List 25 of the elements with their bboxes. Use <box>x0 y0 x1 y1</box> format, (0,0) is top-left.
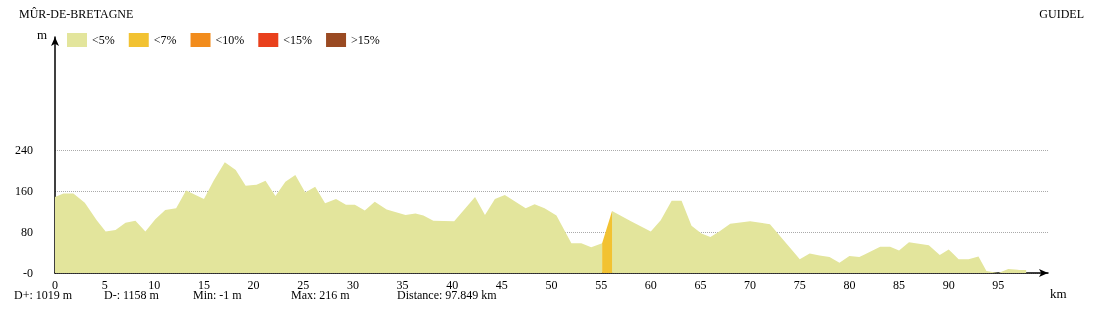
x-tick-label: 75 <box>793 278 806 292</box>
legend-label: <15% <box>283 33 313 47</box>
text: GUIDEL <box>1039 7 1084 21</box>
y-tick-label: -0 <box>23 266 33 280</box>
legend-label: <5% <box>92 33 115 47</box>
x-tick-label: 60 <box>644 278 657 292</box>
y-tick-label: 160 <box>15 183 33 198</box>
legend-label: >15% <box>351 33 380 47</box>
y-axis-title: m <box>36 27 47 42</box>
y-tick-label: 240 <box>15 142 33 157</box>
x-tick-label: 55 <box>595 278 608 292</box>
chart-title: MÛR-DE-BRETAGNE <box>19 7 134 21</box>
x-tick-label: 70 <box>744 278 757 292</box>
x-tick-label: 90 <box>942 278 955 292</box>
x-tick-label: 85 <box>893 278 906 292</box>
legend-label: <10% <box>215 33 245 47</box>
x-axis-title: km <box>1050 286 1067 301</box>
x-tick-label: 45 <box>495 278 508 292</box>
x-tick-label: 95 <box>992 278 1005 292</box>
legend-label: <7% <box>153 33 177 47</box>
x-tick-label: 65 <box>694 278 707 292</box>
y-tick-label: 80 <box>21 224 33 239</box>
x-tick-label: 50 <box>545 278 558 292</box>
x-tick-label: 80 <box>843 278 856 292</box>
x-tick-label: 20 <box>247 278 260 292</box>
